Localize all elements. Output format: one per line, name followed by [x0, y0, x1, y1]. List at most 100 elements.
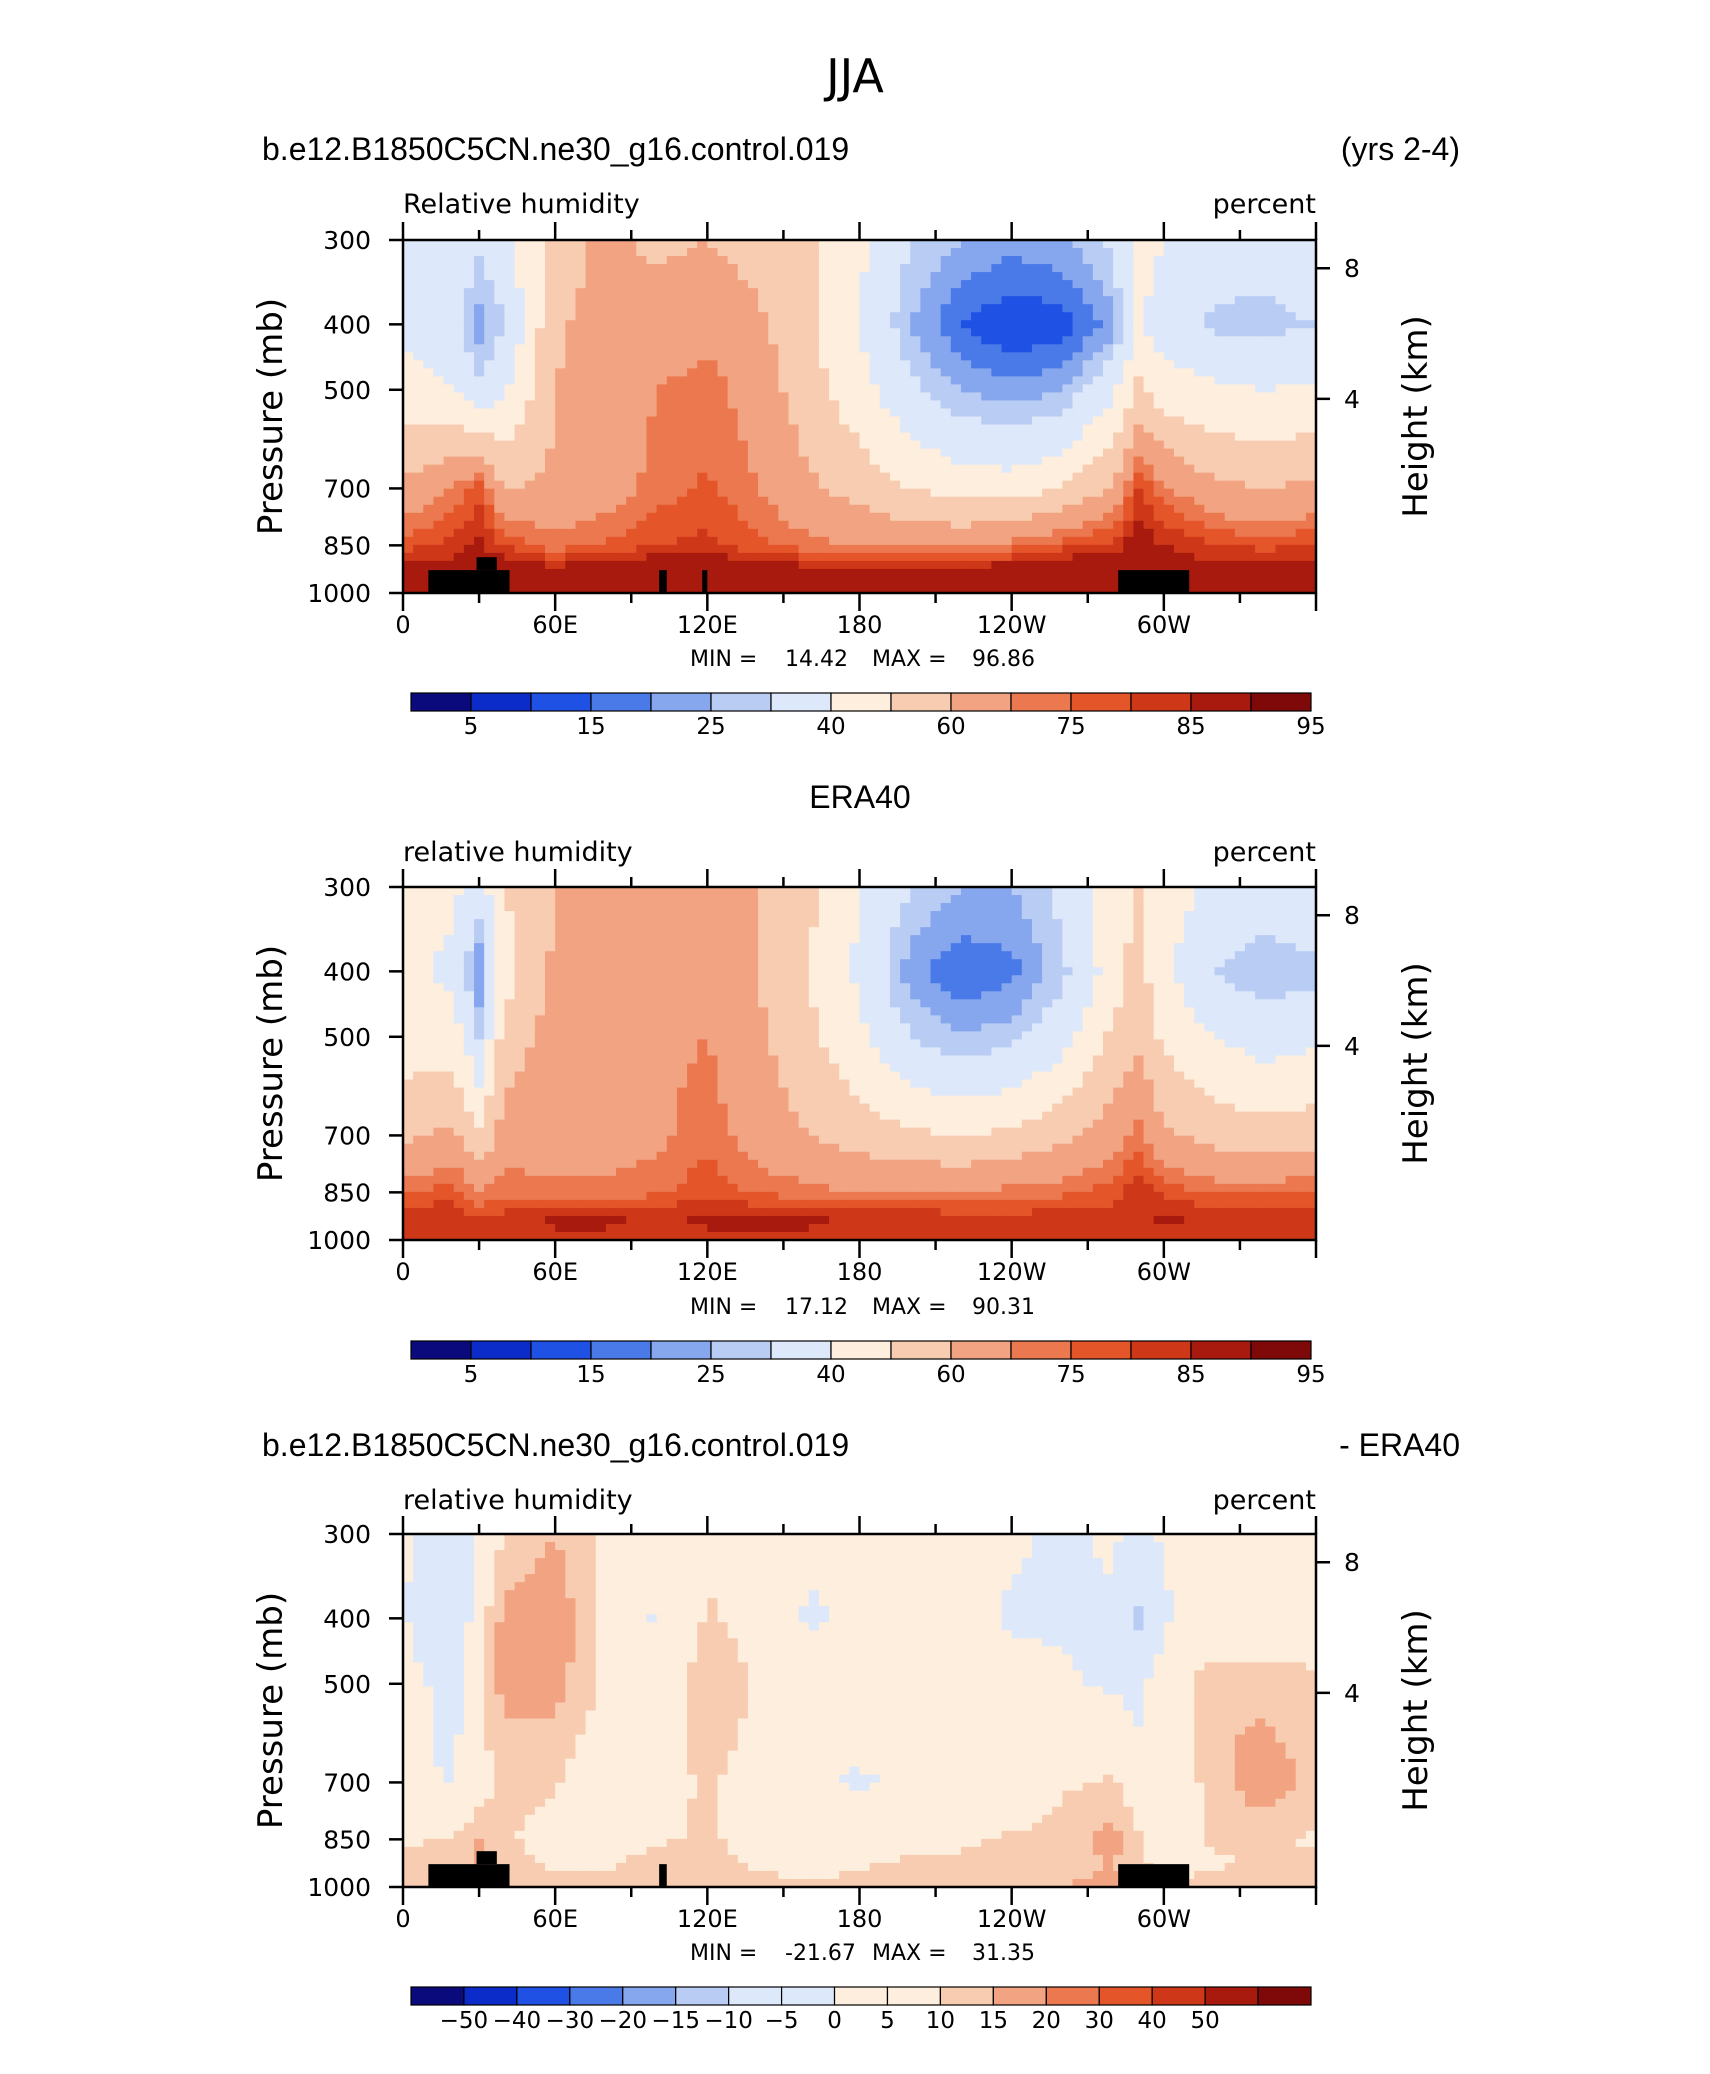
- field-cell: [403, 935, 414, 944]
- field-cell: [605, 336, 617, 345]
- field-cell: [1031, 887, 1043, 896]
- field-cell: [504, 496, 516, 506]
- field-cell: [1102, 472, 1114, 482]
- field-cell: [1244, 304, 1256, 313]
- field-cell: [900, 432, 911, 442]
- field-cell: [1011, 488, 1023, 498]
- field-cell: [1184, 895, 1195, 904]
- field-cell: [900, 927, 911, 936]
- field-cell: [595, 927, 607, 936]
- field-cell: [991, 448, 1003, 458]
- field-cell: [778, 296, 790, 305]
- field-cell: [1001, 440, 1013, 450]
- field-cell: [981, 376, 992, 386]
- field-cell: [676, 951, 688, 960]
- field-cell: [514, 456, 526, 466]
- field-cell: [1255, 304, 1266, 313]
- field-cell: [758, 959, 769, 968]
- field-cell: [1031, 312, 1043, 321]
- field-cell: [1265, 376, 1277, 386]
- field-cell: [1133, 240, 1145, 249]
- field-cell: [1102, 919, 1114, 928]
- field-cell: [1113, 887, 1124, 896]
- field-cell: [524, 536, 536, 546]
- field-cell: [1194, 456, 1206, 466]
- field-cell: [474, 344, 485, 353]
- field-cell: [1163, 320, 1175, 329]
- field-cell: [829, 432, 840, 442]
- field-cell: [1102, 248, 1114, 257]
- field-cell: [971, 520, 982, 530]
- field-cell: [1244, 895, 1256, 904]
- field-cell: [971, 256, 982, 265]
- field-cell: [1092, 408, 1104, 418]
- field-cell: [900, 384, 911, 394]
- field-cell: [788, 480, 800, 490]
- field-cell: [1011, 320, 1023, 329]
- field-cell: [849, 248, 861, 257]
- field-cell: [727, 280, 739, 289]
- field-cell: [595, 895, 607, 904]
- field-cell: [423, 536, 435, 546]
- field-cell: [1295, 544, 1307, 554]
- field-cell: [971, 935, 982, 944]
- field-cell: [1163, 480, 1175, 490]
- field-cell: [1184, 288, 1195, 297]
- x-tick-label: 0: [395, 611, 410, 639]
- field-cell: [433, 440, 445, 450]
- field-cell: [1275, 935, 1287, 944]
- field-cell: [940, 927, 952, 936]
- field-cell: [859, 304, 871, 313]
- field-cell: [778, 552, 790, 562]
- field-cell: [1173, 352, 1185, 361]
- field-cell: [1265, 360, 1277, 369]
- field-cell: [717, 296, 729, 305]
- field-cell: [545, 264, 556, 273]
- field-cell: [423, 560, 435, 570]
- field-cell: [474, 368, 485, 377]
- field-cell: [1173, 959, 1185, 968]
- field-cell: [1042, 951, 1053, 960]
- field-cell: [788, 927, 800, 936]
- field-cell: [1224, 240, 1236, 249]
- field-cell: [504, 576, 516, 586]
- field-cell: [605, 408, 617, 418]
- field-cell: [524, 552, 536, 562]
- field-cell: [1102, 416, 1114, 426]
- field-cell: [930, 528, 942, 538]
- field-cell: [1285, 919, 1297, 928]
- field-cell: [1184, 927, 1195, 936]
- field-cell: [889, 312, 901, 321]
- field-cell: [1163, 384, 1175, 394]
- field-cell: [1072, 568, 1084, 578]
- field-cell: [1042, 520, 1053, 530]
- field-cell: [747, 887, 759, 896]
- field-cell: [413, 368, 424, 377]
- field-cell: [808, 552, 820, 562]
- field-cell: [859, 272, 871, 281]
- field-cell: [1102, 424, 1114, 434]
- field-cell: [1214, 951, 1226, 960]
- field-cell: [494, 264, 506, 273]
- field-cell: [514, 488, 526, 498]
- field-cell: [1102, 368, 1114, 377]
- field-cell: [940, 336, 952, 345]
- field-cell: [1133, 480, 1145, 490]
- field-cell: [474, 464, 485, 474]
- field-cell: [778, 576, 790, 586]
- field-cell: [1163, 248, 1175, 257]
- field-cell: [697, 264, 708, 273]
- field-cell: [768, 456, 779, 466]
- field-cell: [808, 280, 820, 289]
- field-cell: [504, 911, 516, 920]
- field-cell: [1214, 943, 1226, 952]
- field-cell: [768, 416, 779, 426]
- field-cell: [1265, 560, 1277, 570]
- field-cell: [950, 520, 962, 530]
- field-cell: [433, 408, 445, 418]
- field-cell: [484, 312, 495, 321]
- field-cell: [829, 376, 840, 386]
- field-cell: [879, 464, 891, 474]
- field-cell: [1133, 384, 1145, 394]
- field-cell: [910, 432, 921, 442]
